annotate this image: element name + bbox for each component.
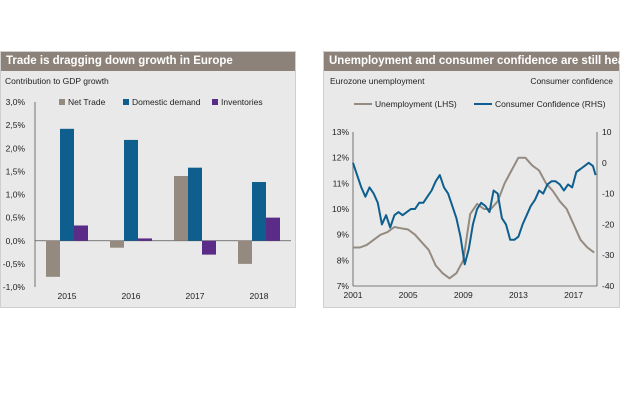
bar-net-trade	[46, 240, 60, 277]
y-tick-label: -0,5%	[3, 259, 26, 269]
bar-inventories	[266, 217, 280, 241]
bar-net-trade	[238, 240, 252, 264]
x-tick-label: 2009	[454, 290, 473, 300]
x-tick-label: 2018	[250, 291, 269, 301]
trade-bar-chart: 3,0% 2,5% 2,0% 1,5% 1,0% 0,5% 0,0% -0,5% -1,0% 20…	[3, 97, 291, 301]
right-axis-label: Consumer confidence	[530, 76, 613, 86]
legend-label: Domestic demand	[132, 97, 201, 107]
x-tick-label: 2016	[122, 291, 141, 301]
y-tick-label: 0,5%	[6, 213, 26, 223]
bar-inventories	[74, 225, 88, 241]
x-tick-label: 2017	[564, 290, 583, 300]
y-tick-label: -1,0%	[3, 282, 26, 292]
unemployment-chart-panel: Unemployment and consumer confidence are…	[323, 51, 620, 308]
y-tick-label: 2,0%	[6, 143, 26, 153]
x-tick-label: 2017	[186, 291, 205, 301]
bar-domestic-demand	[188, 167, 202, 241]
x-tick-label: 2015	[58, 291, 77, 301]
bar-inventories	[138, 238, 152, 241]
unemployment-chart-title: Unemployment and consumer confidence are…	[324, 52, 620, 71]
legend-swatch	[123, 99, 129, 105]
y-tick-label: 0,0%	[6, 236, 26, 246]
y-right-tick-label: -10	[602, 189, 615, 199]
legend-swatch	[212, 99, 218, 105]
bar-net-trade	[174, 176, 188, 241]
y-tick-label: 1,5%	[6, 166, 26, 176]
x-tick-label: 2013	[509, 290, 528, 300]
y-tick-label: 1,0%	[6, 190, 26, 200]
bar-domestic-demand	[60, 128, 74, 241]
y-right-tick-label: 0	[602, 158, 607, 168]
y-left-tick-label: 9%	[337, 230, 350, 240]
bar-domestic-demand	[252, 182, 266, 241]
legend-label: Consumer Confidence (RHS)	[495, 99, 606, 109]
y-left-tick-label: 13%	[332, 127, 349, 137]
legend-swatch	[59, 99, 65, 105]
legend-label: Net Trade	[68, 97, 106, 107]
trade-chart-title: Trade is dragging down growth in Europe	[1, 52, 295, 71]
y-right-tick-label: -40	[602, 281, 615, 291]
y-tick-label: 3,0%	[6, 97, 26, 107]
y-left-tick-label: 11%	[333, 178, 350, 188]
x-tick-label: 2005	[399, 290, 418, 300]
unemployment-line-chart: 13% 12% 11% 10% 9% 8% 7% 10 0 -10 -20 -30 -40 2001 200…	[332, 99, 615, 300]
y-right-tick-label: -20	[602, 219, 615, 229]
y-left-tick-label: 12%	[332, 153, 349, 163]
y-right-tick-label: -30	[602, 250, 615, 260]
legend-label: Inventories	[221, 97, 263, 107]
bar-net-trade	[110, 240, 124, 248]
legend-label: Unemployment (LHS)	[375, 99, 457, 109]
consumer-confidence-line	[352, 161, 597, 266]
y-left-tick-label: 10%	[332, 204, 349, 214]
trade-chart-panel: Trade is dragging down growth in Europe …	[0, 51, 296, 308]
bar-inventories	[202, 240, 216, 255]
y-tick-label: 2,5%	[6, 120, 26, 130]
trade-chart-subtitle: Contribution to GDP growth	[5, 76, 109, 86]
x-tick-label: 2001	[344, 290, 363, 300]
unemployment-line	[353, 156, 595, 280]
y-left-tick-label: 7%	[337, 281, 350, 291]
left-axis-label: Eurozone unemployment	[330, 76, 425, 86]
bar-domestic-demand	[124, 139, 138, 241]
y-right-tick-label: 10	[602, 127, 612, 137]
y-left-tick-label: 8%	[337, 255, 350, 265]
